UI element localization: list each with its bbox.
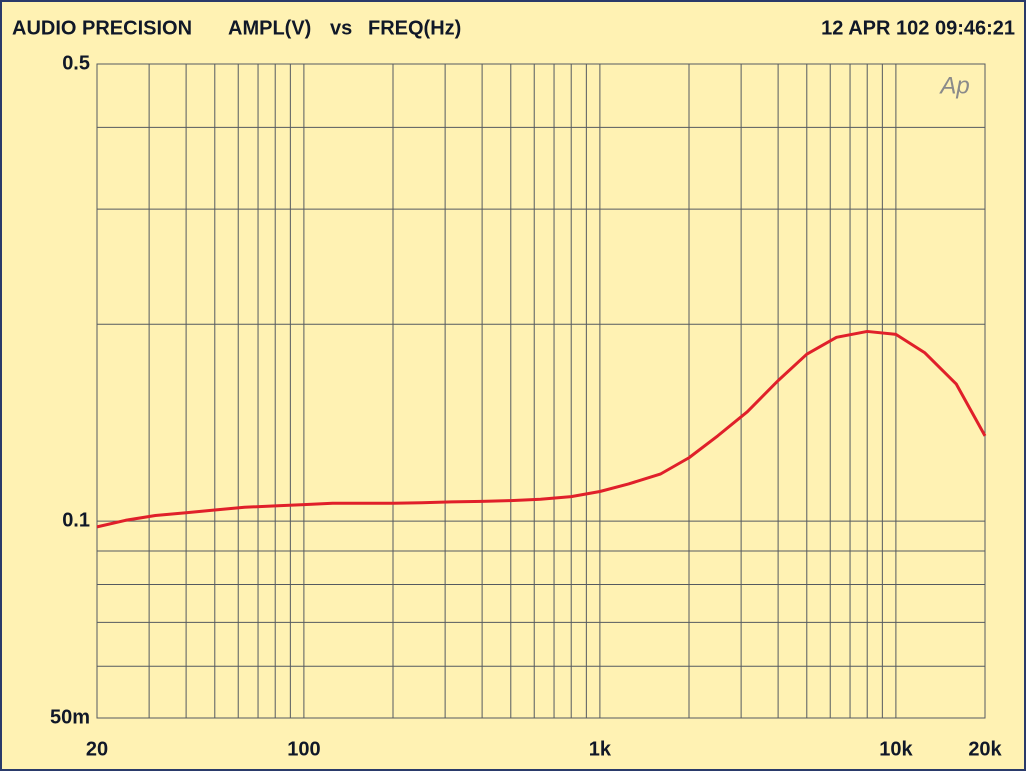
x-tick-label: 20k <box>968 738 1002 760</box>
timestamp: 12 APR 102 09:46:21 <box>821 17 1015 39</box>
y-tick-label: 50m <box>50 706 90 728</box>
x-tick-label: 20 <box>86 738 108 760</box>
x-tick-label: 10k <box>879 738 913 760</box>
y-tick-label: 0.1 <box>62 509 90 531</box>
x-tick-label: 100 <box>287 738 320 760</box>
data-line <box>96 329 987 529</box>
chart-title: AUDIO PRECISION <box>12 17 192 39</box>
x-tick-label: 1k <box>589 738 612 760</box>
y-axis-title: AMPL(V) <box>228 17 311 39</box>
y-tick-label: 0.5 <box>62 52 90 74</box>
title-connector: vs <box>330 17 352 39</box>
x-axis-title: FREQ(Hz) <box>368 17 461 39</box>
logo: Ap <box>938 72 969 99</box>
